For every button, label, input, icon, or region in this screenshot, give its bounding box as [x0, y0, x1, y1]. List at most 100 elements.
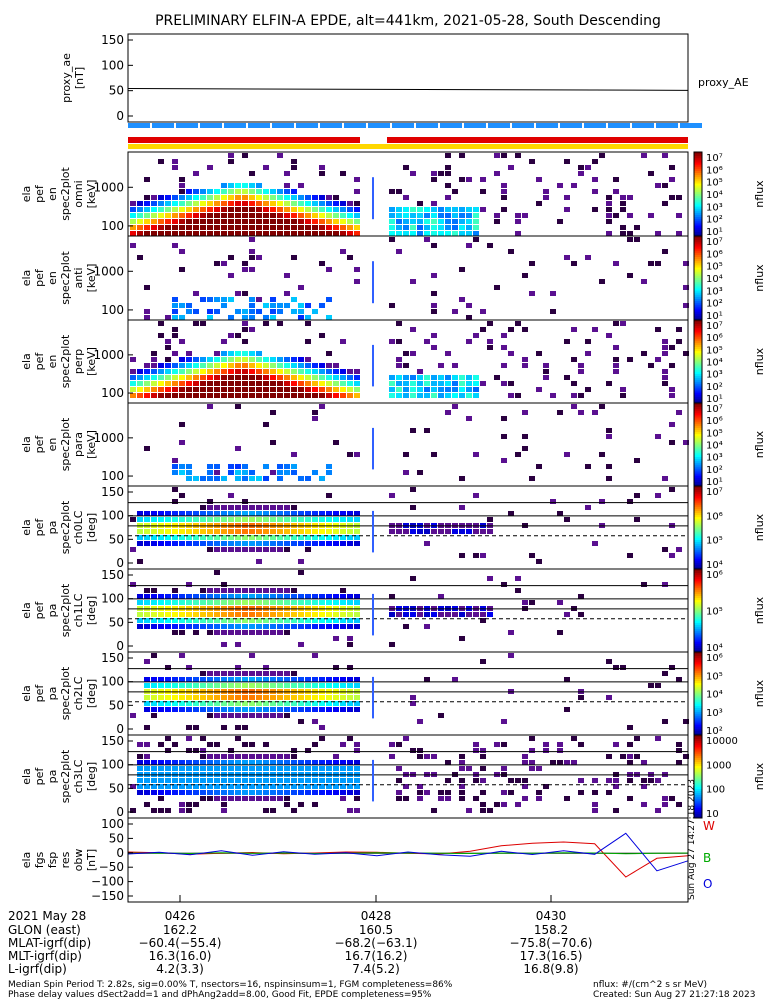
spec-cell	[620, 207, 626, 212]
spec-cell	[270, 357, 276, 362]
spec-cell	[627, 213, 633, 218]
spec-cell	[291, 207, 297, 212]
colorbar-cell	[694, 324, 702, 327]
spec-cell	[207, 529, 213, 534]
spec-cell	[431, 612, 437, 617]
spec-cell	[298, 201, 304, 206]
spec-cell	[277, 701, 283, 706]
spec-cell	[207, 760, 213, 765]
spec-cell	[207, 600, 213, 605]
spec-cell	[186, 351, 192, 356]
spec-cell	[627, 778, 633, 783]
spec-cell	[242, 671, 248, 676]
legend-O: O	[703, 877, 712, 891]
colorbar-cell	[694, 809, 702, 813]
spec-cell	[172, 630, 178, 635]
spec-cell	[221, 476, 227, 481]
spec-cell	[130, 243, 136, 248]
colorbar-cell	[694, 739, 702, 742]
spec-cell	[249, 309, 255, 314]
colorbar-cell	[694, 162, 702, 166]
spec-cell	[186, 511, 192, 516]
spec-cell	[655, 231, 661, 236]
colorbar-frame	[693, 734, 703, 819]
spec-cell	[312, 363, 318, 368]
spec-cell	[508, 511, 514, 516]
spec-cell	[179, 535, 185, 540]
spec-cell	[235, 618, 241, 623]
stripe-blue-seg	[176, 123, 198, 128]
spec-cell	[592, 177, 598, 182]
spec-cell	[501, 742, 507, 747]
spec-cell	[578, 778, 584, 783]
ephem-label-mlt: MLT-igrf(dip)	[8, 949, 82, 963]
footer-created: Created: Sun Aug 27 21:27:18 2023	[593, 990, 755, 1000]
spec-cell	[249, 171, 255, 176]
spec-cell	[200, 695, 206, 700]
spec-cell	[207, 707, 213, 712]
spec-cell	[459, 225, 465, 230]
spec-cell	[193, 393, 199, 398]
spec-cell	[186, 612, 192, 617]
colorbar-cell	[694, 579, 702, 582]
colorbar-cell	[694, 471, 702, 475]
spec-cell	[627, 231, 633, 236]
spec-cell	[158, 363, 164, 368]
spec-cell	[207, 683, 213, 688]
spec-cell	[151, 612, 157, 617]
spec-cell	[144, 677, 150, 682]
spec-cell	[662, 369, 668, 374]
spec-cell	[417, 207, 423, 212]
spec-cell	[403, 624, 409, 629]
spec-cell	[277, 309, 283, 314]
spec-cell	[655, 261, 661, 266]
spec-cell	[571, 261, 577, 266]
spec-cell	[578, 695, 584, 700]
spec-cell	[256, 677, 262, 682]
spec-cell	[459, 476, 465, 481]
spec-cell	[319, 207, 325, 212]
colorbar-cell	[694, 429, 702, 433]
spec-cell	[347, 707, 353, 712]
spec-cell	[186, 594, 192, 599]
y-axis-label-line: spec2plot	[59, 583, 72, 637]
spec-cell	[319, 165, 325, 170]
spec-cell	[242, 624, 248, 629]
spec-cell	[319, 225, 325, 230]
spec-cell	[501, 153, 507, 158]
spec-cell	[249, 588, 255, 593]
spec-cell	[242, 790, 248, 795]
spec-cell	[193, 683, 199, 688]
spec-cell	[340, 612, 346, 617]
spec-cell	[235, 381, 241, 386]
spec-cell	[242, 309, 248, 314]
spec-cell	[312, 213, 318, 218]
spec-cell	[557, 600, 563, 605]
spec-cell	[186, 760, 192, 765]
spec-cell	[298, 778, 304, 783]
spec-cell	[284, 701, 290, 706]
spec-cell	[396, 766, 402, 771]
spec-cell	[172, 381, 178, 386]
spec-cell	[620, 195, 626, 200]
spec-cell	[676, 327, 682, 332]
spec-cell	[207, 357, 213, 362]
colorbar-cell	[694, 386, 702, 389]
spec-cell	[249, 213, 255, 218]
spec-cell	[256, 588, 262, 593]
spec-cell	[312, 393, 318, 398]
colorbar-cell	[694, 486, 702, 489]
spec-cell	[207, 393, 213, 398]
spec-cell	[179, 357, 185, 362]
spec-cell	[214, 464, 220, 469]
spec-cell	[354, 267, 360, 272]
spec-cell	[263, 201, 269, 206]
spec-cell	[417, 784, 423, 789]
spec-cell	[305, 213, 311, 218]
spec-cell	[270, 213, 276, 218]
spec-cell	[137, 784, 143, 789]
spec-cell	[347, 201, 353, 206]
spec-cell	[312, 719, 318, 724]
spec-cell	[144, 766, 150, 771]
spec-cell	[340, 339, 346, 344]
